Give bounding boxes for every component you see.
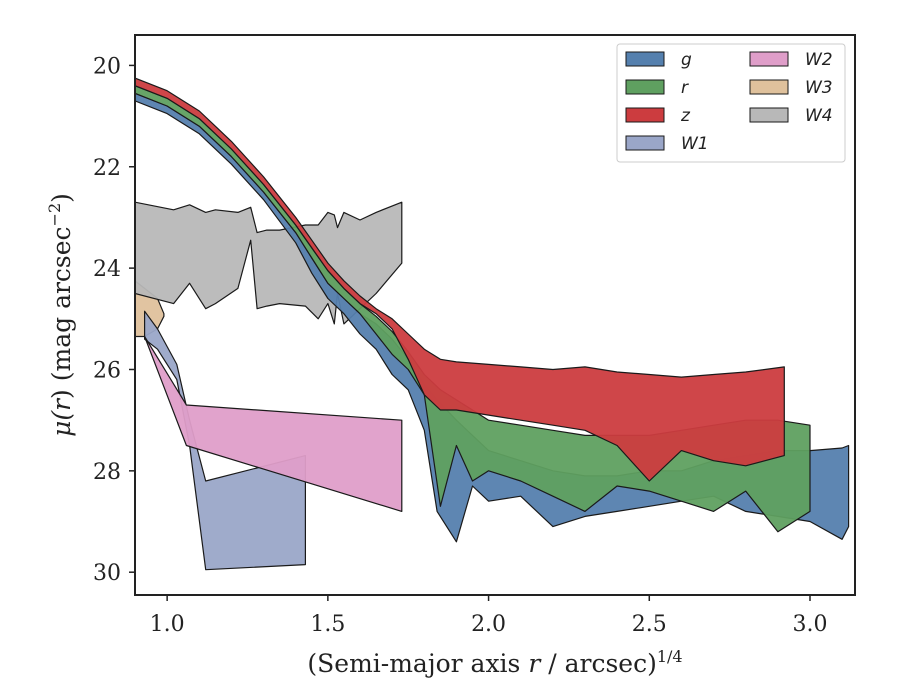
legend-swatch-r xyxy=(625,79,665,95)
legend-swatch-z xyxy=(625,107,665,123)
x-tick-label: 1.5 xyxy=(310,612,345,637)
legend: grz W1 W2 W3 W4 xyxy=(616,43,846,163)
legend-swatch-g xyxy=(625,51,665,67)
series-band-z xyxy=(135,77,785,482)
x-tick-label: 2.5 xyxy=(632,612,667,637)
legend-label-w4: W4 xyxy=(805,106,833,126)
series-layer xyxy=(135,77,850,571)
legend-label-w1: W1 xyxy=(681,134,709,154)
y-tick-label: 28 xyxy=(93,460,121,485)
legend-label-g: g xyxy=(681,50,692,70)
y-tick-label: 22 xyxy=(93,156,121,181)
y-tick-label: 30 xyxy=(93,561,121,586)
series-band-w1 xyxy=(144,310,306,571)
legend-label-r: r xyxy=(681,78,689,98)
legend-label-w3: W3 xyxy=(805,78,833,98)
series-band-w2 xyxy=(144,335,403,512)
series-band-r xyxy=(135,85,811,533)
x-axis: 1.0 1.5 2.0 2.5 3.0 xyxy=(150,595,828,637)
legend-swatch-w1 xyxy=(625,135,665,151)
x-tick-label: 3.0 xyxy=(793,612,828,637)
legend-label-w2: W2 xyxy=(805,50,833,70)
legend-swatch-w2 xyxy=(749,51,789,67)
plot-frame xyxy=(134,34,856,596)
x-tick-label: 1.0 xyxy=(150,612,185,637)
x-axis-label: (Semi-major axis r / arcsec)1/4 xyxy=(307,647,682,678)
legend-swatch-w4 xyxy=(749,107,789,123)
y-tick-label: 24 xyxy=(93,257,121,282)
y-axis: 20 22 24 26 28 30 xyxy=(93,54,135,586)
y-tick-label: 20 xyxy=(93,54,121,79)
x-tick-label: 2.0 xyxy=(471,612,506,637)
legend-box xyxy=(616,43,846,163)
y-axis-label: μ(r) (mag arcsec−2) xyxy=(45,193,76,437)
y-tick-label: 26 xyxy=(93,358,121,383)
legend-label-z: z xyxy=(680,106,691,126)
legend-swatch-w3 xyxy=(749,79,789,95)
